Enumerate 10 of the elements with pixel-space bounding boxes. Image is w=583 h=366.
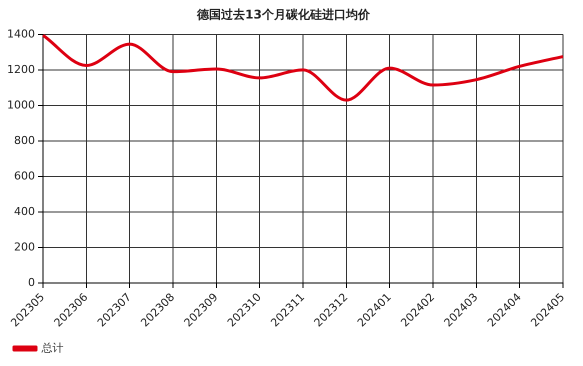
- y-tick-label: 200: [14, 240, 35, 254]
- y-tick-label: 1400: [6, 27, 35, 40]
- legend-label: 总计: [40, 341, 64, 354]
- chart-title: 德国过去13个月碳化硅进口均价: [196, 7, 371, 22]
- y-tick-label: 0: [28, 276, 35, 289]
- y-tick-label: 1200: [6, 62, 35, 76]
- y-tick-label: 1000: [6, 98, 35, 112]
- y-tick-label: 600: [14, 169, 35, 182]
- y-tick-label: 800: [14, 134, 35, 147]
- y-tick-label: 400: [14, 204, 35, 218]
